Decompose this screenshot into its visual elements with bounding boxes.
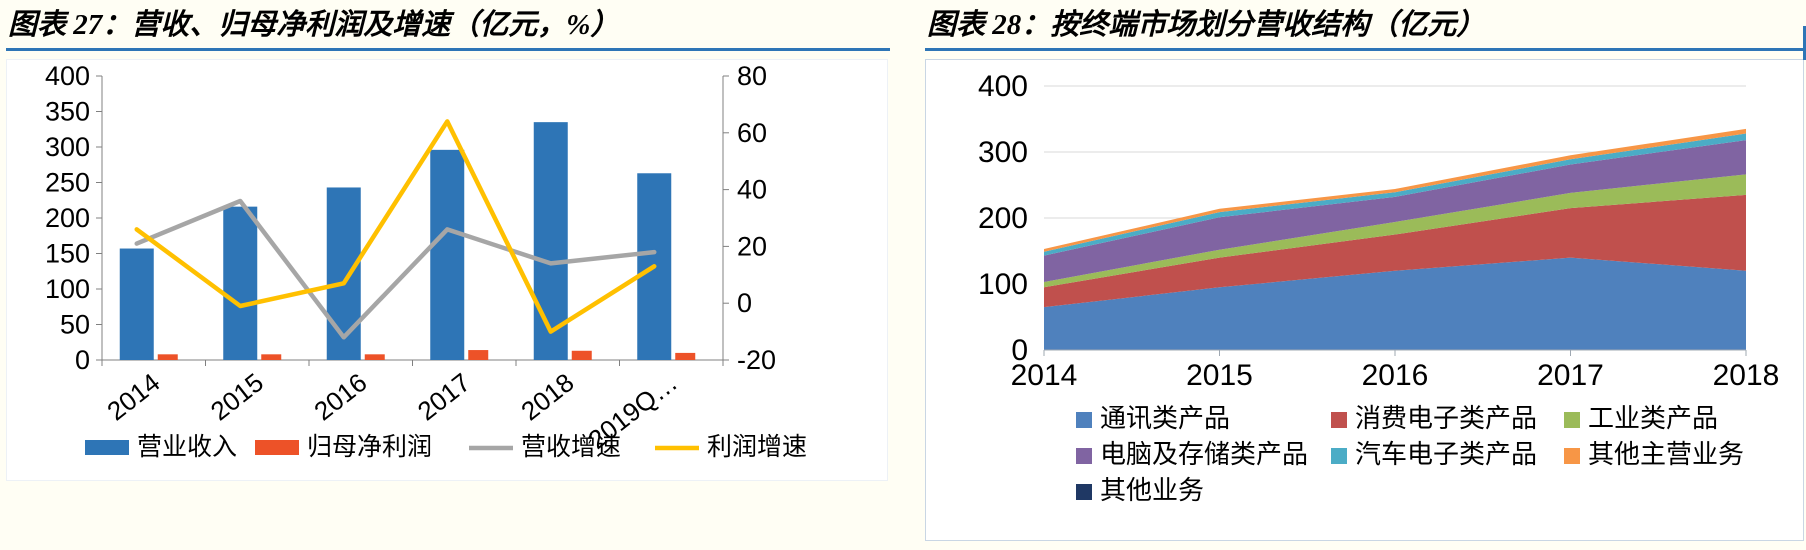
chart28-section: 图表 28：按终端市场划分营收结构（亿元） 0 100 200 300 400 2014 2… [925,2,1806,541]
y-axis-tick-label: 300 [978,136,1028,169]
left-axis-tick-label: 50 [60,310,90,340]
x-axis-label: 2016 [308,367,372,426]
bar-net-profit [468,350,489,360]
y-axis-tick-label: 100 [978,268,1028,301]
left-axis-tick-label: 300 [45,132,90,162]
area-series [1044,257,1746,350]
right-axis-tick-label: 0 [737,288,752,318]
legend-swatch [85,440,129,455]
left-axis-tick-label: 400 [45,61,90,91]
bar-revenue [223,206,258,360]
legend-item: 其他主营业务 [1564,439,1744,469]
legend-label: 消费电子类产品 [1355,403,1537,433]
x-axis-label: 2017 [1537,359,1604,392]
chart27-title: 图表 27：营收、归母净利润及增速（亿元，%） [8,9,620,41]
legend-swatch [1331,412,1347,428]
chart28-box: 0 100 200 300 400 2014 2015 2016 2017 2018 通讯类产品 消费… [925,59,1804,541]
legend-label: 其他业务 [1100,475,1204,505]
right-axis-tick-label: -20 [737,345,776,375]
legend-label: 营业收入 [137,433,237,461]
legend-item: 营业收入 [85,433,237,461]
bar-revenue [326,187,361,360]
x-axis-label: 2017 [412,367,476,426]
legend-item: 通讯类产品 [1076,403,1230,433]
legend-label: 其他主营业务 [1588,439,1744,469]
chart27-combo-chart: 0 50 100 150 200 250 300 350 400 -20 0 20 40 60 80 2014… [45,61,807,461]
y-axis-tick-label: 200 [978,202,1028,235]
chart28-title-rule [925,48,1806,51]
legend-label: 归母净利润 [307,433,432,461]
legend-swatch [1564,448,1580,464]
legend-swatch [1076,448,1092,464]
area-series [1044,140,1746,282]
right-axis-tick-label: 60 [737,118,767,148]
legend-swatch [1331,448,1347,464]
bar-revenue [119,248,154,360]
legend-item: 其他业务 [1076,475,1204,505]
page-edge-rule-tick [1803,26,1806,60]
x-axis-label: 2015 [205,367,269,426]
bar-net-profit [675,352,696,360]
chart27-title-rule [6,48,890,51]
area-series [1044,128,1746,252]
right-axis-tick-label: 20 [737,231,767,261]
left-axis-tick-label: 0 [75,345,90,375]
x-axis-label: 2016 [1362,359,1429,392]
area-series [1044,174,1746,288]
area-series [1044,194,1746,308]
y-axis-tick-label: 400 [978,70,1028,103]
bar-revenue [430,149,465,360]
legend-item: 消费电子类产品 [1331,403,1537,433]
area-series [1044,133,1746,256]
legend-label: 营收增速 [521,433,621,461]
bar-revenue [533,122,568,361]
right-axis-tick-label: 80 [737,61,767,91]
x-axis-label: 2014 [101,367,165,426]
legend-label: 电脑及存储类产品 [1100,439,1308,469]
left-axis-tick-label: 100 [45,274,90,304]
chart27-box: 0 50 100 150 200 250 300 350 400 -20 0 20 40 60 80 2014… [6,59,888,481]
legend-item: 归母净利润 [255,433,432,461]
chart28-stacked-area-chart: 0 100 200 300 400 2014 2015 2016 2017 2018 通讯类产品 消费… [978,70,1780,505]
left-axis-tick-label: 200 [45,203,90,233]
legend-swatch [1076,412,1092,428]
left-axis-tick-label: 250 [45,168,90,198]
chart27-section: 图表 27：营收、归母净利润及增速（亿元，%） 0 50 100 150 200 250 3… [6,2,890,481]
legend-label: 工业类产品 [1588,403,1718,433]
legend-swatch [1564,412,1580,428]
line-profit-growth [134,119,657,334]
line-revenue-growth [134,198,657,340]
legend-label: 利润增速 [707,433,807,461]
legend-label: 通讯类产品 [1100,403,1230,433]
bar-net-profit [571,350,592,360]
legend-swatch [255,440,299,455]
y-axis-tick-label: 0 [1011,334,1028,367]
bar-net-profit [261,354,282,360]
right-axis-tick-label: 40 [737,175,767,205]
legend-item: 营收增速 [469,433,621,461]
legend-item: 电脑及存储类产品 [1076,439,1308,469]
legend-label: 汽车电子类产品 [1355,439,1537,469]
bar-net-profit [157,354,178,360]
x-axis-label: 2014 [1011,359,1078,392]
chart28-title: 图表 28：按终端市场划分营收结构（亿元） [927,9,1486,41]
legend-item: 工业类产品 [1564,403,1718,433]
x-axis-label: 2018 [515,367,579,426]
legend-item: 利润增速 [655,433,807,461]
left-axis-tick-label: 150 [45,239,90,269]
x-axis-label: 2018 [1713,359,1780,392]
bar-net-profit [364,354,385,360]
x-axis-label: 2015 [1186,359,1253,392]
legend-swatch [1076,484,1092,500]
legend-item: 汽车电子类产品 [1331,439,1537,469]
left-axis-tick-label: 350 [45,97,90,127]
